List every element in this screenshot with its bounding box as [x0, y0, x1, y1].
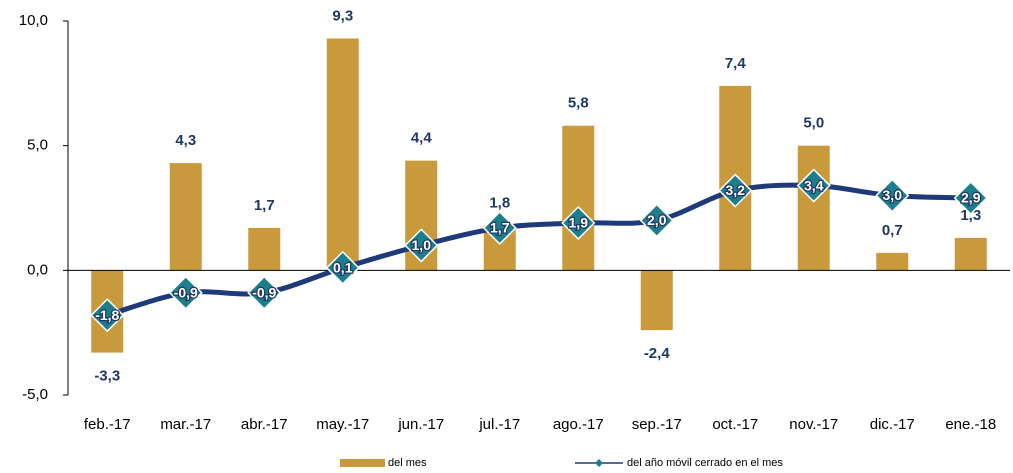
y-tick-label: -5,0 [22, 386, 48, 403]
marker [561, 205, 596, 241]
legend-swatch [340, 459, 385, 467]
marker [247, 275, 282, 310]
bar-value-label: -3,3 [94, 368, 120, 385]
bar-value-label: 0,7 [882, 222, 903, 239]
marker [718, 173, 753, 208]
x-tick-label: sep.-17 [632, 416, 682, 433]
line-value-label: 2,0 [647, 212, 667, 228]
bar-value-label: 1,3 [960, 207, 981, 224]
line-value-label: 3,4 [804, 177, 824, 193]
bar-value-label: 5,8 [568, 95, 589, 112]
line-value-label: -0,9 [174, 284, 198, 300]
bar [640, 270, 673, 331]
bar [326, 38, 359, 271]
line [106, 182, 971, 318]
line-value-label: -1,8 [95, 307, 119, 323]
bar [169, 163, 202, 271]
x-tick-label: jun.-17 [397, 416, 444, 433]
marker [404, 228, 439, 263]
marker [639, 203, 674, 238]
bar-value-label: 9,3 [332, 7, 353, 24]
line-value-label: 0,1 [333, 260, 353, 276]
y-tick-label: 0,0 [27, 261, 48, 278]
x-tick-label: nov.-17 [789, 416, 838, 433]
x-tick-label: ago.-17 [553, 416, 604, 433]
marker [482, 210, 517, 246]
x-tick-label: ene.-18 [945, 416, 996, 433]
bar-value-label: 5,0 [803, 115, 824, 132]
x-tick-label: jul.-17 [478, 416, 520, 433]
marker [796, 168, 831, 203]
line-value-label: 3,2 [726, 182, 746, 198]
y-tick-label: 10,0 [19, 12, 48, 29]
bar-value-label: 1,8 [489, 194, 510, 211]
x-tick-label: dic.-17 [870, 416, 915, 433]
line-value-label: 2,9 [961, 190, 981, 206]
x-tick-label: feb.-17 [84, 416, 131, 433]
marker [953, 180, 988, 216]
bar-value-label: 1,7 [254, 197, 275, 214]
legend-label: del año móvil cerrado en el mes [627, 457, 783, 469]
line-value-label: 3,0 [883, 187, 903, 203]
marker [90, 298, 125, 333]
bar-value-label: 7,4 [725, 55, 747, 72]
bar-value-label: -2,4 [644, 345, 671, 362]
x-tick-label: may.-17 [316, 416, 369, 433]
line-value-label: -0,9 [252, 284, 276, 300]
line-value-label: 1,9 [569, 215, 589, 231]
legend-label: del mes [388, 457, 427, 469]
bar [876, 252, 909, 271]
line-value-label: 1,0 [412, 237, 432, 253]
bar-value-label: 4,3 [175, 132, 196, 149]
bar [954, 237, 987, 271]
bar [562, 125, 595, 271]
legend-marker [595, 459, 603, 467]
x-tick-label: oct.-17 [712, 416, 758, 433]
x-tick-label: mar.-17 [160, 416, 211, 433]
bar-value-label: 4,4 [411, 130, 433, 147]
line-value-label: 1,7 [490, 220, 510, 236]
x-tick-label: abr.-17 [241, 416, 288, 433]
marker [325, 250, 360, 285]
y-tick-label: 5,0 [27, 137, 48, 154]
bar [797, 145, 830, 271]
marker [875, 178, 910, 213]
marker [168, 275, 203, 310]
bar [248, 227, 281, 271]
